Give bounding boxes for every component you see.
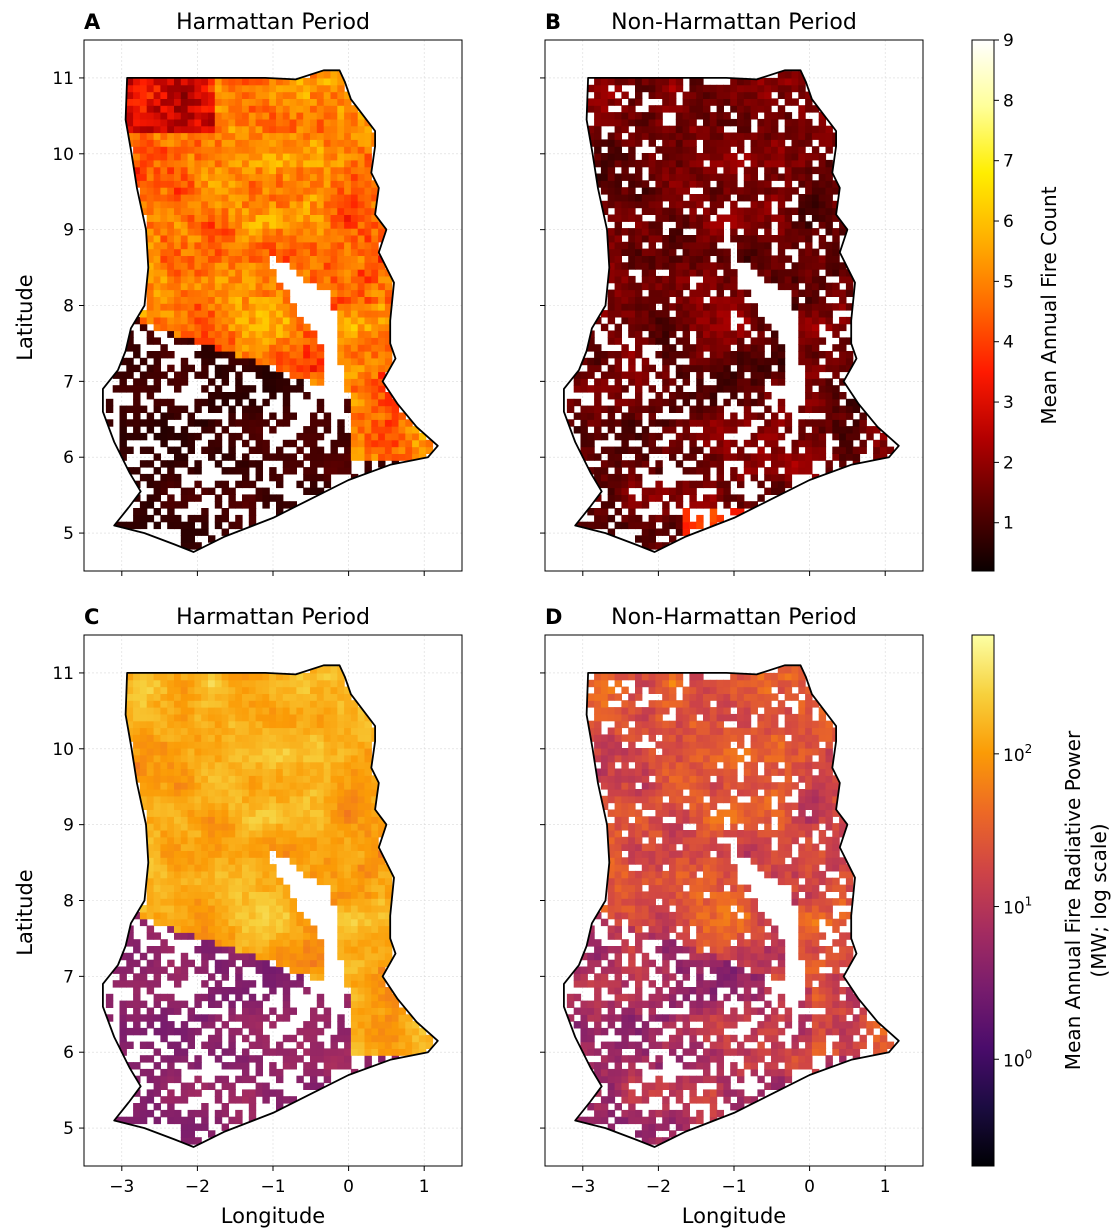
colorbar-tick-label: 100 xyxy=(1003,1047,1032,1071)
y-tick-label: 11 xyxy=(52,664,74,684)
colorbar-tick-label: 5 xyxy=(1003,272,1014,292)
x-tick-label: −1 xyxy=(721,1177,746,1197)
x-tick-label: 1 xyxy=(419,1177,430,1197)
x-tick-label: −3 xyxy=(109,1177,134,1197)
y-tick-label: 7 xyxy=(63,372,74,392)
panel-b: B Non-Harmattan Period xyxy=(540,10,924,576)
panel-title: Harmattan Period xyxy=(176,10,370,35)
x-tick-label: −2 xyxy=(185,1177,210,1197)
panel-title: Non-Harmattan Period xyxy=(611,10,857,35)
x-tick-label: 1 xyxy=(880,1177,891,1197)
y-tick-label: 10 xyxy=(52,740,74,760)
x-tick-label: −3 xyxy=(570,1177,595,1197)
fire-raster xyxy=(105,666,434,1145)
colorbar-tick-label: 6 xyxy=(1003,212,1014,232)
y-tick-label: 7 xyxy=(63,967,74,987)
fire-raster xyxy=(566,71,895,550)
panel-title: Non-Harmattan Period xyxy=(611,605,857,630)
x-tick-label: 0 xyxy=(804,1177,815,1197)
x-tick-label: 0 xyxy=(343,1177,354,1197)
panel-c: −3 −2 −1 0 1 5 6 7 8 9 10 11 Longitude Latitude C Harma… xyxy=(13,605,463,1228)
colorbar-tick-label: 102 xyxy=(1003,742,1032,766)
colorbar-tick-label: 2 xyxy=(1003,453,1014,473)
ghana-outline xyxy=(102,69,439,553)
colorbar-tick-label: 3 xyxy=(1003,393,1014,413)
panel-letter: A xyxy=(84,10,101,34)
ghana-outline xyxy=(102,664,439,1148)
colorbar-gradient xyxy=(971,39,995,572)
y-tick-label: 5 xyxy=(63,1119,74,1139)
panel-letter: B xyxy=(545,10,561,34)
colorbar-fire-count: 1 2 3 4 5 6 7 8 9 Mean Annual Fire Count xyxy=(971,31,1061,572)
colorbar-tick-label: 7 xyxy=(1003,152,1014,172)
colorbar-tick-label: 1 xyxy=(1003,514,1014,534)
y-tick-label: 8 xyxy=(63,297,74,317)
ghana-outline xyxy=(563,69,900,553)
x-axis-label: Longitude xyxy=(682,1204,786,1228)
colorbar-label: Mean Annual Fire Radiative Power xyxy=(1061,730,1085,1070)
y-tick-label: 9 xyxy=(63,816,74,836)
y-tick-label: 6 xyxy=(63,1043,74,1063)
colorbar-label: Mean Annual Fire Count xyxy=(1037,186,1061,424)
y-tick-label: 8 xyxy=(63,892,74,912)
x-tick-label: −2 xyxy=(646,1177,671,1197)
ghana-outline xyxy=(563,664,900,1148)
y-axis-label: Latitude xyxy=(13,869,37,955)
colorbar-tick-label: 4 xyxy=(1003,333,1014,353)
y-tick-label: 5 xyxy=(63,524,74,544)
panel-letter: C xyxy=(84,605,99,629)
panel-title: Harmattan Period xyxy=(176,605,370,630)
y-axis-label: Latitude xyxy=(13,274,37,360)
x-tick-label: −1 xyxy=(260,1177,285,1197)
y-tick-label: 6 xyxy=(63,448,74,468)
colorbar-frp: 100 101 102 Mean Annual Fire Radiative Powe… xyxy=(971,634,1111,1167)
colorbar-tick-label: 101 xyxy=(1003,895,1032,919)
y-tick-label: 10 xyxy=(52,145,74,165)
y-tick-label: 11 xyxy=(52,69,74,89)
colorbar-tick-label: 8 xyxy=(1003,91,1014,111)
colorbar-gradient xyxy=(971,634,995,1167)
colorbar-tick-label: 9 xyxy=(1003,31,1014,51)
fire-raster xyxy=(566,666,895,1145)
x-axis-label: Longitude xyxy=(221,1204,325,1228)
y-tick-label: 9 xyxy=(63,221,74,241)
fire-raster xyxy=(105,71,434,550)
panel-letter: D xyxy=(545,605,562,629)
colorbar-label-units: (MW; log scale) xyxy=(1087,823,1111,977)
panel-d: −3 −2 −1 0 1 Longitude D Non-Harmattan Period xyxy=(540,605,924,1228)
panel-a: 5 6 7 8 9 10 11 Latitude A Harmattan Period xyxy=(13,10,463,576)
